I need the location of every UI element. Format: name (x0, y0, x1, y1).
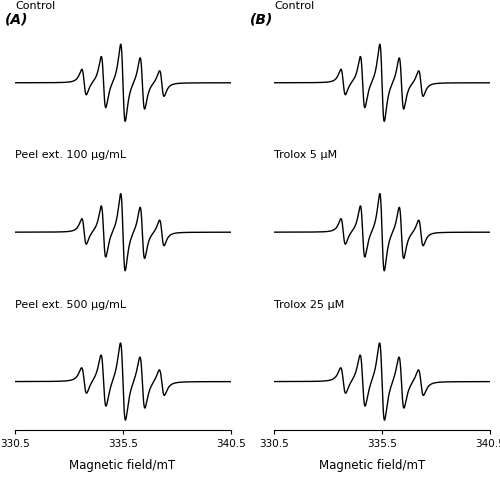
Text: Trolox 25 μM: Trolox 25 μM (274, 300, 344, 310)
Text: Magnetic field/mT: Magnetic field/mT (70, 459, 176, 472)
Text: Peel ext. 500 μg/mL: Peel ext. 500 μg/mL (15, 300, 126, 310)
Text: Magnetic field/mT: Magnetic field/mT (320, 459, 426, 472)
Text: Control: Control (15, 1, 55, 11)
Text: Peel ext. 100 μg/mL: Peel ext. 100 μg/mL (15, 150, 126, 160)
Text: Trolox 5 μM: Trolox 5 μM (274, 150, 337, 160)
Text: (B): (B) (250, 12, 274, 26)
Text: (A): (A) (5, 12, 28, 26)
Text: Control: Control (274, 1, 314, 11)
